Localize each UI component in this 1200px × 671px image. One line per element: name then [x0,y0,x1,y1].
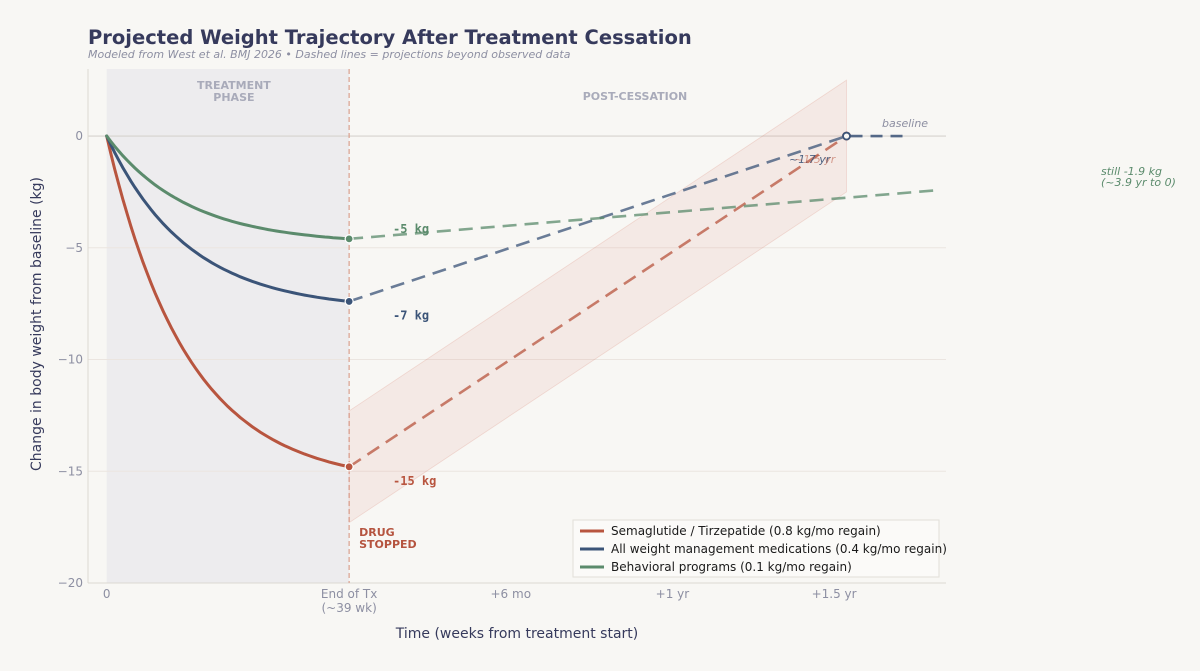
behavioral-remaining-note: still -1.9 kg (~3.9 yr to 0) [1101,165,1176,189]
end-weight-label-2: -5 kg [393,222,429,236]
return-to-baseline-point-1 [842,131,851,141]
y-tick-label: −15 [58,464,83,478]
x-tick-label: +1.5 yr [812,587,857,601]
legend-label-0: Semaglutide / Tirzepatide (0.8 kg/mo reg… [611,524,881,538]
legend-label-2: Behavioral programs (0.1 kg/mo regain) [611,560,852,574]
legend-box [572,519,940,578]
x-tick-label: +6 mo [491,587,532,601]
drug-stopped-label: DRUG STOPPED [359,526,417,551]
x-tick-label: End of Tx (~39 wk) [321,587,377,615]
treatment-curve-2 [105,134,351,241]
x-axis-label: Time (weeks from treatment start) [395,626,638,642]
treatment-end-point-2 [344,234,354,244]
y-axis-label: Change in body weight from baseline (kg) [29,177,45,471]
x-tick-label: 0 [103,587,111,601]
projection-line-0 [348,134,848,468]
return-time-note-all-meds: ~1.7 yr [789,153,832,166]
treatment-end-point-1 [344,296,354,307]
y-tick-label: −10 [58,353,83,367]
end-weight-label-0: -15 kg [393,474,436,488]
legend-label-1: All weight management medications (0.4 k… [611,542,947,556]
chart-title: Projected Weight Trajectory After Treatm… [88,26,692,49]
treatment-curve-0 [105,134,351,469]
chart-subtitle: Modeled from West et al. BMJ 2026 • Dash… [88,48,571,61]
y-tick-label: −20 [58,576,83,590]
end-weight-label-1: -7 kg [393,308,429,322]
x-tick-label: +1 yr [656,587,690,601]
treatment-end-point-0 [344,462,354,472]
treatment-curve-1 [105,134,351,303]
phase-label-post-cessation: POST-CESSATION [583,90,688,103]
phase-label-treatment: TREATMENT PHASE [197,79,271,104]
return-time-note-semaglutide: ~1.5 yr [794,153,837,166]
treatment-phase-shade [106,69,350,583]
y-tick-label: 0 [75,129,83,143]
y-tick-label: −5 [65,241,83,255]
baseline-label: baseline [882,117,928,130]
projection-line-2 [349,189,934,241]
